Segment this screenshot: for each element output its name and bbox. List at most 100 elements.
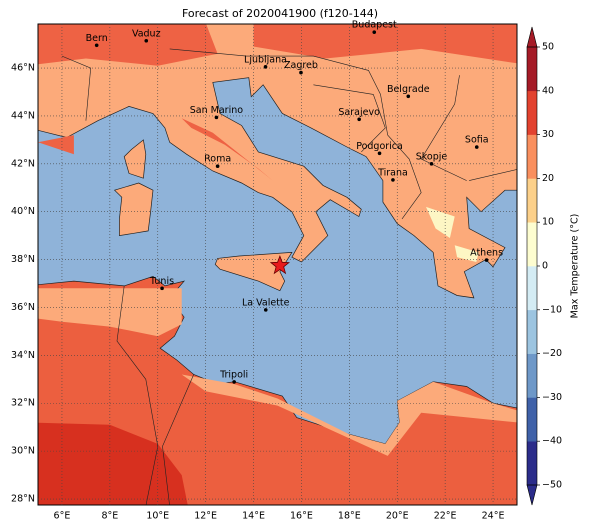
coastal-patch bbox=[181, 374, 517, 456]
city-dot bbox=[214, 115, 219, 120]
colorbar-tick-label: 30 bbox=[542, 129, 554, 140]
city-dot bbox=[429, 162, 434, 166]
colorbar-tick-label: 50 bbox=[542, 42, 554, 53]
city-label: Sarajevo bbox=[338, 107, 380, 118]
land-europe bbox=[38, 24, 517, 299]
colorbar-tick-label: 0 bbox=[542, 261, 548, 272]
city-dot bbox=[160, 286, 164, 291]
city-label: Tripoli bbox=[219, 369, 248, 380]
x-tick-label: 16°E bbox=[290, 511, 313, 522]
city-dot bbox=[391, 178, 395, 182]
colorbar-band bbox=[527, 266, 537, 311]
x-tick-label: 24°E bbox=[482, 511, 505, 522]
city-dot bbox=[144, 38, 149, 43]
y-tick-label: 32°N bbox=[11, 398, 35, 409]
colorbar-tick-label: −40 bbox=[542, 436, 562, 447]
city-dot bbox=[357, 117, 361, 122]
y-tick-label: 34°N bbox=[11, 350, 35, 361]
border bbox=[162, 374, 194, 505]
x-tick-label: 20°E bbox=[386, 511, 409, 522]
x-tick-label: 6°E bbox=[54, 511, 71, 522]
city-dot bbox=[299, 70, 303, 75]
colorbar-tick-label: −30 bbox=[542, 392, 562, 403]
land-corsica bbox=[123, 139, 147, 179]
border bbox=[420, 75, 467, 181]
x-tick-label: 18°E bbox=[338, 511, 361, 522]
city-label: Sofia bbox=[465, 135, 489, 146]
city-dot bbox=[232, 380, 236, 384]
colorbar-tick-label: −50 bbox=[542, 480, 562, 491]
city-dot bbox=[377, 151, 382, 156]
y-tick-label: 30°N bbox=[11, 446, 35, 457]
colorbar-extend-top bbox=[526, 26, 538, 48]
x-tick-label: 22°E bbox=[434, 511, 457, 522]
land-sicily bbox=[214, 252, 293, 292]
city-label: Podgorica bbox=[356, 141, 403, 152]
city-label: Zagreb bbox=[284, 60, 318, 71]
warm-patch bbox=[181, 118, 273, 181]
colorbar-tick-label: 20 bbox=[542, 173, 554, 184]
colorbar-tick-label: 40 bbox=[542, 85, 554, 96]
city-dot bbox=[474, 145, 479, 149]
border bbox=[469, 169, 517, 181]
land-sardinia bbox=[113, 182, 154, 237]
warm-patch bbox=[38, 24, 218, 66]
x-tick-label: 10°E bbox=[146, 511, 169, 522]
city-label: Belgrade bbox=[387, 84, 430, 95]
y-tick-label: 44°N bbox=[11, 110, 35, 121]
city-label: San Marino bbox=[190, 105, 243, 116]
city-label: Skopje bbox=[416, 151, 448, 162]
colorbar-tick-label: −10 bbox=[542, 304, 562, 315]
warm-patch bbox=[253, 24, 517, 64]
plot-frame bbox=[37, 23, 518, 506]
colorbar-extend-bottom bbox=[526, 484, 538, 506]
y-tick-label: 42°N bbox=[11, 158, 35, 169]
colorbar-band bbox=[527, 134, 537, 179]
location-star bbox=[269, 254, 290, 275]
x-tick-label: 12°E bbox=[194, 511, 217, 522]
city-label: Bern bbox=[86, 33, 108, 44]
map-title: Forecast of 2020041900 (f120-144) bbox=[182, 7, 378, 20]
colorbar-tick-label: −20 bbox=[542, 348, 562, 359]
colorbar-tick-label: 10 bbox=[542, 217, 554, 228]
colorbar-band bbox=[527, 397, 537, 442]
y-tick-label: 38°N bbox=[11, 254, 35, 265]
city-label: Ljubljana bbox=[244, 54, 287, 65]
city-label: Athens bbox=[470, 248, 503, 259]
city-dot bbox=[484, 258, 489, 262]
colorbar-band bbox=[527, 90, 537, 135]
colorbar-band bbox=[527, 178, 537, 223]
border bbox=[313, 84, 386, 153]
x-tick-label: 14°E bbox=[242, 511, 265, 522]
colorbar-label: Max Temperature (°C) bbox=[570, 214, 581, 319]
city-label: Roma bbox=[204, 154, 231, 165]
border bbox=[116, 285, 159, 505]
x-tick-label: 8°E bbox=[101, 511, 118, 522]
colorbar-band bbox=[527, 222, 537, 267]
mild-patch bbox=[426, 206, 455, 238]
city-label: Budapest bbox=[352, 20, 397, 31]
colorbar-band bbox=[527, 353, 537, 398]
mild-patch bbox=[454, 245, 479, 262]
colorbar-band bbox=[527, 441, 537, 486]
y-tick-label: 28°N bbox=[11, 494, 35, 505]
city-dot bbox=[406, 94, 411, 99]
city-label: Vaduz bbox=[132, 28, 161, 39]
city-dot bbox=[263, 308, 268, 312]
city-label: La Valette bbox=[242, 297, 290, 308]
colorbar-band bbox=[527, 309, 537, 354]
y-tick-label: 40°N bbox=[11, 206, 35, 217]
city-dot bbox=[263, 65, 268, 69]
y-tick-label: 36°N bbox=[11, 302, 35, 313]
warm-patch bbox=[38, 135, 74, 155]
city-dot bbox=[372, 30, 377, 34]
city-dot bbox=[215, 164, 220, 169]
border bbox=[169, 48, 422, 220]
city-label: Tunis bbox=[149, 276, 174, 287]
city-label: Tirana bbox=[377, 167, 408, 178]
colorbar-band bbox=[527, 47, 537, 92]
city-dot bbox=[94, 43, 99, 48]
border bbox=[61, 55, 92, 121]
y-tick-label: 46°N bbox=[11, 63, 35, 74]
